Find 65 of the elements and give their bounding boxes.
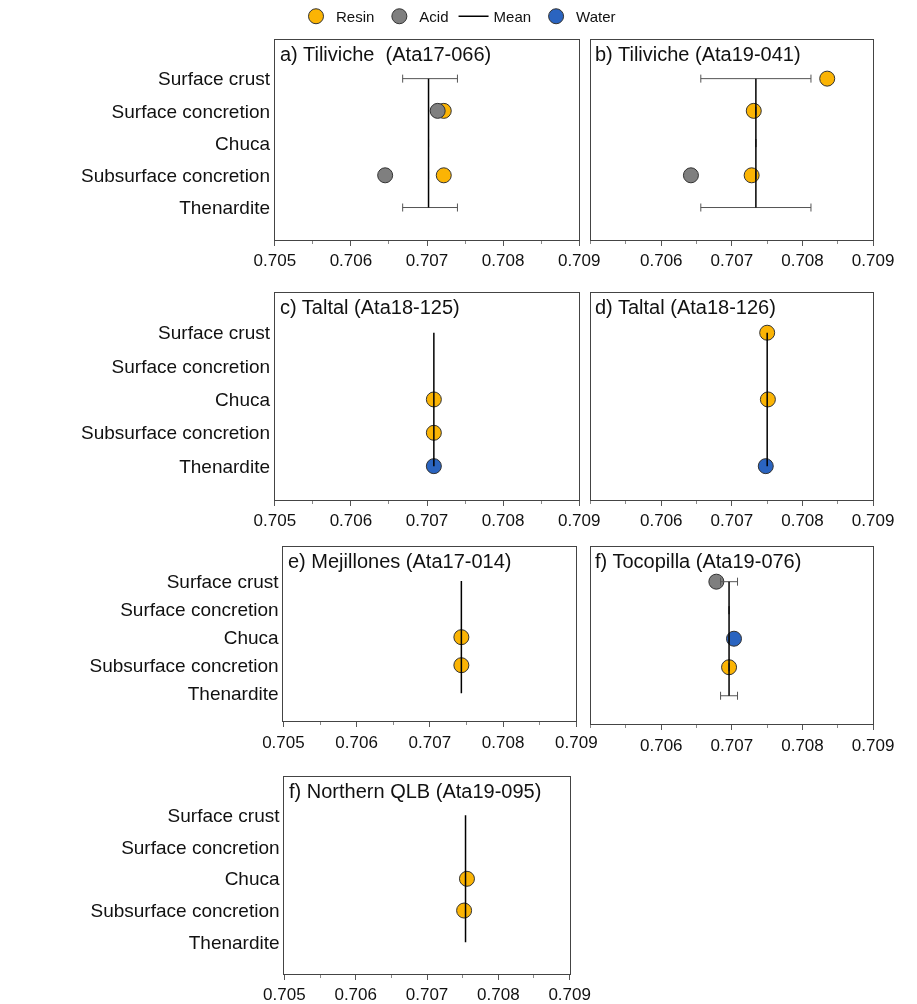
y-tick-label: Surface crust: [158, 322, 271, 344]
x-tick-label: 0.706: [329, 510, 373, 530]
chart-title: f) Northern QLB (Ata19-095): [289, 780, 542, 802]
x-tick-label: 0.706: [639, 735, 683, 755]
x-tick-label: 0.706: [639, 251, 683, 271]
x-tick-label: 0.707: [405, 251, 449, 271]
legend-label: Resin: [336, 8, 375, 26]
x-tick-label: 0.708: [477, 985, 520, 1004]
y-tick-label: Surface concretion: [111, 100, 271, 122]
x-tick-label: 0.709: [851, 510, 895, 530]
x-tick-label: 0.707: [710, 251, 754, 271]
y-tick-label: Chuca: [215, 132, 271, 154]
x-tick-label: 0.709: [555, 732, 598, 752]
x-tick-label: 0.707: [710, 510, 754, 530]
x-tick-label: 0.709: [548, 985, 591, 1004]
x-tick-label: 0.706: [329, 251, 373, 271]
y-tick-label: Thenardite: [179, 455, 271, 477]
x-tick-label: 0.706: [335, 732, 378, 752]
chart-title: a) Tiliviche (Ata17-066): [280, 43, 492, 65]
y-tick-label: Subsurface concretion: [80, 422, 271, 444]
x-tick-label: 0.705: [253, 251, 297, 271]
y-tick-label: Surface concretion: [111, 355, 271, 377]
x-tick-label: 0.705: [253, 510, 297, 530]
y-tick-label: Chuca: [215, 389, 271, 411]
y-tick-label: Surface concretion: [121, 836, 280, 858]
chart-title: b) Tiliviche (Ata19-041): [595, 43, 801, 65]
x-tick-label: 0.708: [781, 510, 824, 530]
x-tick-label: 0.705: [262, 732, 305, 752]
x-tick-label: 0.705: [263, 985, 306, 1004]
x-tick-label: 0.709: [557, 251, 601, 271]
x-tick-label: 0.707: [405, 510, 449, 530]
y-tick-label: Thenardite: [179, 197, 271, 219]
legend-label: Mean: [493, 8, 532, 26]
y-tick-label: Subsurface concretion: [89, 654, 279, 676]
y-tick-label: Surface crust: [166, 570, 280, 592]
legend-label: Acid: [419, 8, 449, 26]
y-tick-label: Subsurface concretion: [90, 900, 280, 922]
y-tick-label: Surface crust: [158, 68, 271, 90]
x-tick-label: 0.708: [781, 251, 824, 271]
x-tick-label: 0.708: [481, 251, 525, 271]
x-tick-label: 0.708: [781, 735, 824, 755]
y-tick-label: Surface crust: [167, 804, 281, 826]
point: [819, 70, 836, 87]
y-tick-label: Thenardite: [188, 931, 280, 953]
x-tick-label: 0.707: [710, 735, 754, 755]
chart-title: c) Taltal (Ata18-125): [280, 296, 460, 318]
x-tick-label: 0.708: [481, 510, 525, 530]
chart-title: d) Taltal (Ata18-126): [595, 296, 776, 318]
x-tick-label: 0.708: [481, 732, 525, 752]
y-tick-label: Subsurface concretion: [80, 164, 271, 186]
chart-title: e) Mejillones (Ata17-014): [288, 550, 512, 572]
x-tick-label: 0.709: [851, 735, 895, 755]
x-tick-label: 0.709: [851, 251, 895, 271]
y-tick-label: Chuca: [223, 626, 280, 648]
x-tick-label: 0.707: [405, 985, 449, 1004]
legend-label: Water: [576, 8, 616, 26]
chart-title: f) Tocopilla (Ata19-076): [595, 550, 802, 572]
x-tick-label: 0.706: [334, 985, 377, 1004]
y-tick-label: Chuca: [224, 868, 280, 890]
x-tick-label: 0.706: [639, 510, 683, 530]
x-tick-label: 0.709: [557, 510, 601, 530]
y-tick-label: Thenardite: [187, 682, 279, 704]
point: [682, 167, 699, 184]
x-tick-label: 0.707: [408, 732, 452, 752]
y-tick-label: Surface concretion: [120, 598, 279, 620]
